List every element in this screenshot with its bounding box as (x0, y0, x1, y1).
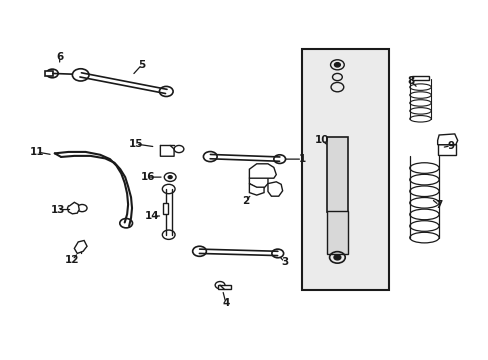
Bar (326, 211, 347, 254)
Text: 15: 15 (128, 139, 143, 149)
Text: 2: 2 (242, 195, 248, 206)
Bar (218, 285, 230, 289)
Bar (163, 203, 167, 214)
Ellipse shape (409, 198, 438, 208)
Text: 6: 6 (56, 52, 63, 62)
Ellipse shape (409, 221, 438, 231)
Bar (330, 212, 336, 238)
Polygon shape (67, 202, 79, 214)
Ellipse shape (409, 209, 438, 220)
Text: 1: 1 (298, 154, 305, 164)
Ellipse shape (409, 163, 438, 173)
Ellipse shape (409, 186, 438, 197)
Bar (45, 71, 53, 76)
Text: 16: 16 (140, 172, 155, 182)
Bar (302, 49, 388, 290)
Circle shape (168, 176, 172, 179)
Text: 11: 11 (29, 147, 44, 157)
Text: 9: 9 (447, 141, 453, 151)
Ellipse shape (409, 116, 430, 122)
Ellipse shape (409, 174, 438, 185)
Polygon shape (267, 182, 282, 196)
Ellipse shape (409, 108, 430, 114)
Circle shape (334, 63, 340, 67)
Polygon shape (249, 164, 276, 178)
Polygon shape (74, 240, 87, 253)
Ellipse shape (409, 232, 438, 243)
Text: 5: 5 (138, 60, 145, 70)
Text: 4: 4 (222, 298, 229, 308)
Bar (411, 76, 428, 80)
Text: 14: 14 (145, 211, 160, 221)
Ellipse shape (409, 100, 430, 106)
Bar (326, 137, 347, 212)
Text: 8: 8 (407, 76, 413, 86)
Ellipse shape (409, 84, 430, 90)
Circle shape (333, 255, 340, 260)
Bar (437, 144, 455, 155)
Polygon shape (437, 134, 457, 145)
Circle shape (77, 243, 84, 249)
Polygon shape (249, 184, 264, 195)
Text: 12: 12 (65, 255, 80, 265)
Text: 13: 13 (50, 204, 65, 215)
Ellipse shape (409, 92, 430, 98)
Polygon shape (249, 172, 267, 188)
Text: 3: 3 (281, 257, 287, 267)
Text: 7: 7 (434, 200, 442, 210)
Text: 10: 10 (314, 135, 328, 145)
